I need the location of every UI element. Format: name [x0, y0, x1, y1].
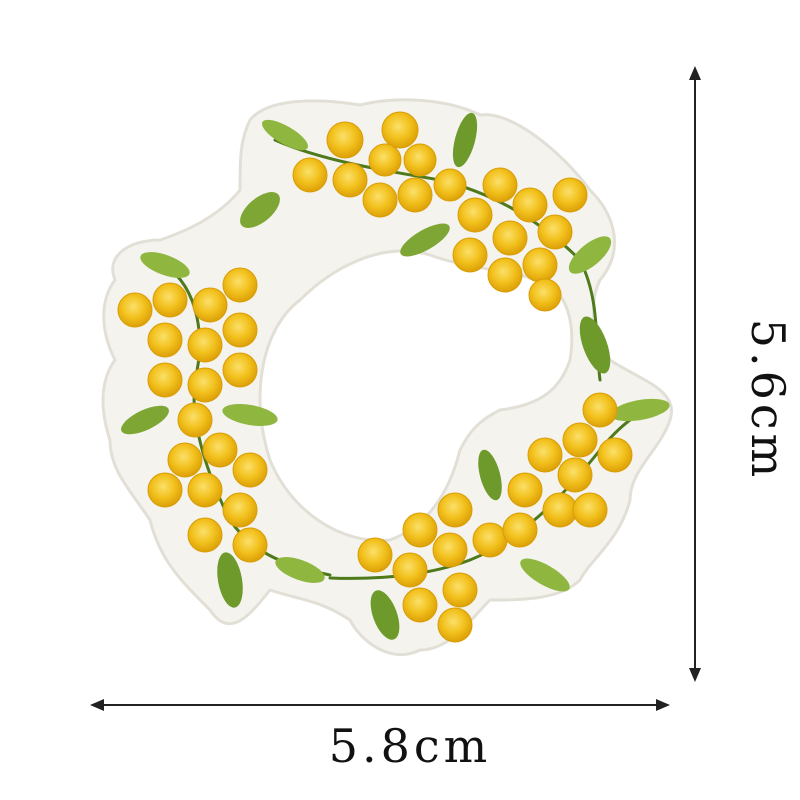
- flower: [527, 437, 563, 473]
- flower: [392, 552, 428, 588]
- flower: [222, 492, 258, 528]
- flower: [222, 312, 258, 348]
- leaf: [262, 119, 308, 151]
- embroidered-mimosa-wreath: [101, 98, 674, 657]
- flower: [557, 457, 593, 493]
- flower: [292, 157, 328, 193]
- flower: [357, 537, 393, 573]
- flower: [177, 402, 213, 438]
- leaves: [121, 112, 670, 640]
- flower: [433, 168, 467, 202]
- flower: [152, 282, 188, 318]
- flower: [332, 162, 368, 198]
- flowers: [117, 111, 633, 643]
- flower: [187, 517, 223, 553]
- flower: [362, 182, 398, 218]
- leaf: [370, 590, 400, 640]
- flower: [552, 177, 588, 213]
- flower: [512, 187, 548, 223]
- leaf: [400, 223, 450, 257]
- leaf: [222, 404, 278, 426]
- flower: [528, 278, 562, 312]
- flower: [522, 247, 558, 283]
- flower: [403, 143, 437, 177]
- flower: [487, 257, 523, 293]
- flower: [232, 527, 268, 563]
- flower: [147, 472, 183, 508]
- flower: [562, 422, 598, 458]
- flower: [192, 287, 228, 323]
- leaf: [217, 552, 243, 608]
- flower: [222, 352, 258, 388]
- flower: [167, 442, 203, 478]
- flower: [202, 432, 238, 468]
- width-label: 5.8cm: [329, 719, 492, 773]
- flower: [482, 167, 518, 203]
- flower: [582, 392, 618, 428]
- leaf: [452, 112, 478, 168]
- flower: [437, 492, 473, 528]
- flower: [381, 111, 419, 149]
- flower: [542, 492, 578, 528]
- leaf: [579, 316, 611, 374]
- leaf: [240, 192, 280, 228]
- height-label: 5.6cm: [741, 319, 795, 482]
- leaf: [121, 405, 169, 435]
- flower: [442, 572, 478, 608]
- width-arrow: [90, 699, 670, 711]
- flower: [326, 121, 364, 159]
- flower: [232, 452, 268, 488]
- leaf: [568, 236, 612, 274]
- felt-backing: [101, 98, 674, 657]
- flower: [492, 220, 528, 256]
- flower: [507, 472, 543, 508]
- flower: [457, 197, 493, 233]
- flower: [437, 607, 473, 643]
- flower: [402, 512, 438, 548]
- flower: [187, 367, 223, 403]
- flower: [402, 587, 438, 623]
- flower: [432, 532, 468, 568]
- flower: [472, 522, 508, 558]
- leaf: [140, 252, 190, 278]
- flower: [502, 512, 538, 548]
- flower: [452, 237, 488, 273]
- leaf: [478, 449, 502, 501]
- flower: [368, 143, 402, 177]
- flower: [572, 492, 608, 528]
- flower: [187, 472, 223, 508]
- leaf: [275, 557, 325, 583]
- flower: [597, 437, 633, 473]
- flower: [117, 292, 153, 328]
- flower: [537, 214, 573, 250]
- height-arrow: [689, 66, 701, 682]
- flower: [222, 267, 258, 303]
- flower: [147, 362, 183, 398]
- flower: [397, 177, 433, 213]
- leaf: [610, 398, 670, 422]
- flower: [187, 327, 223, 363]
- flower: [147, 322, 183, 358]
- leaf: [520, 558, 570, 592]
